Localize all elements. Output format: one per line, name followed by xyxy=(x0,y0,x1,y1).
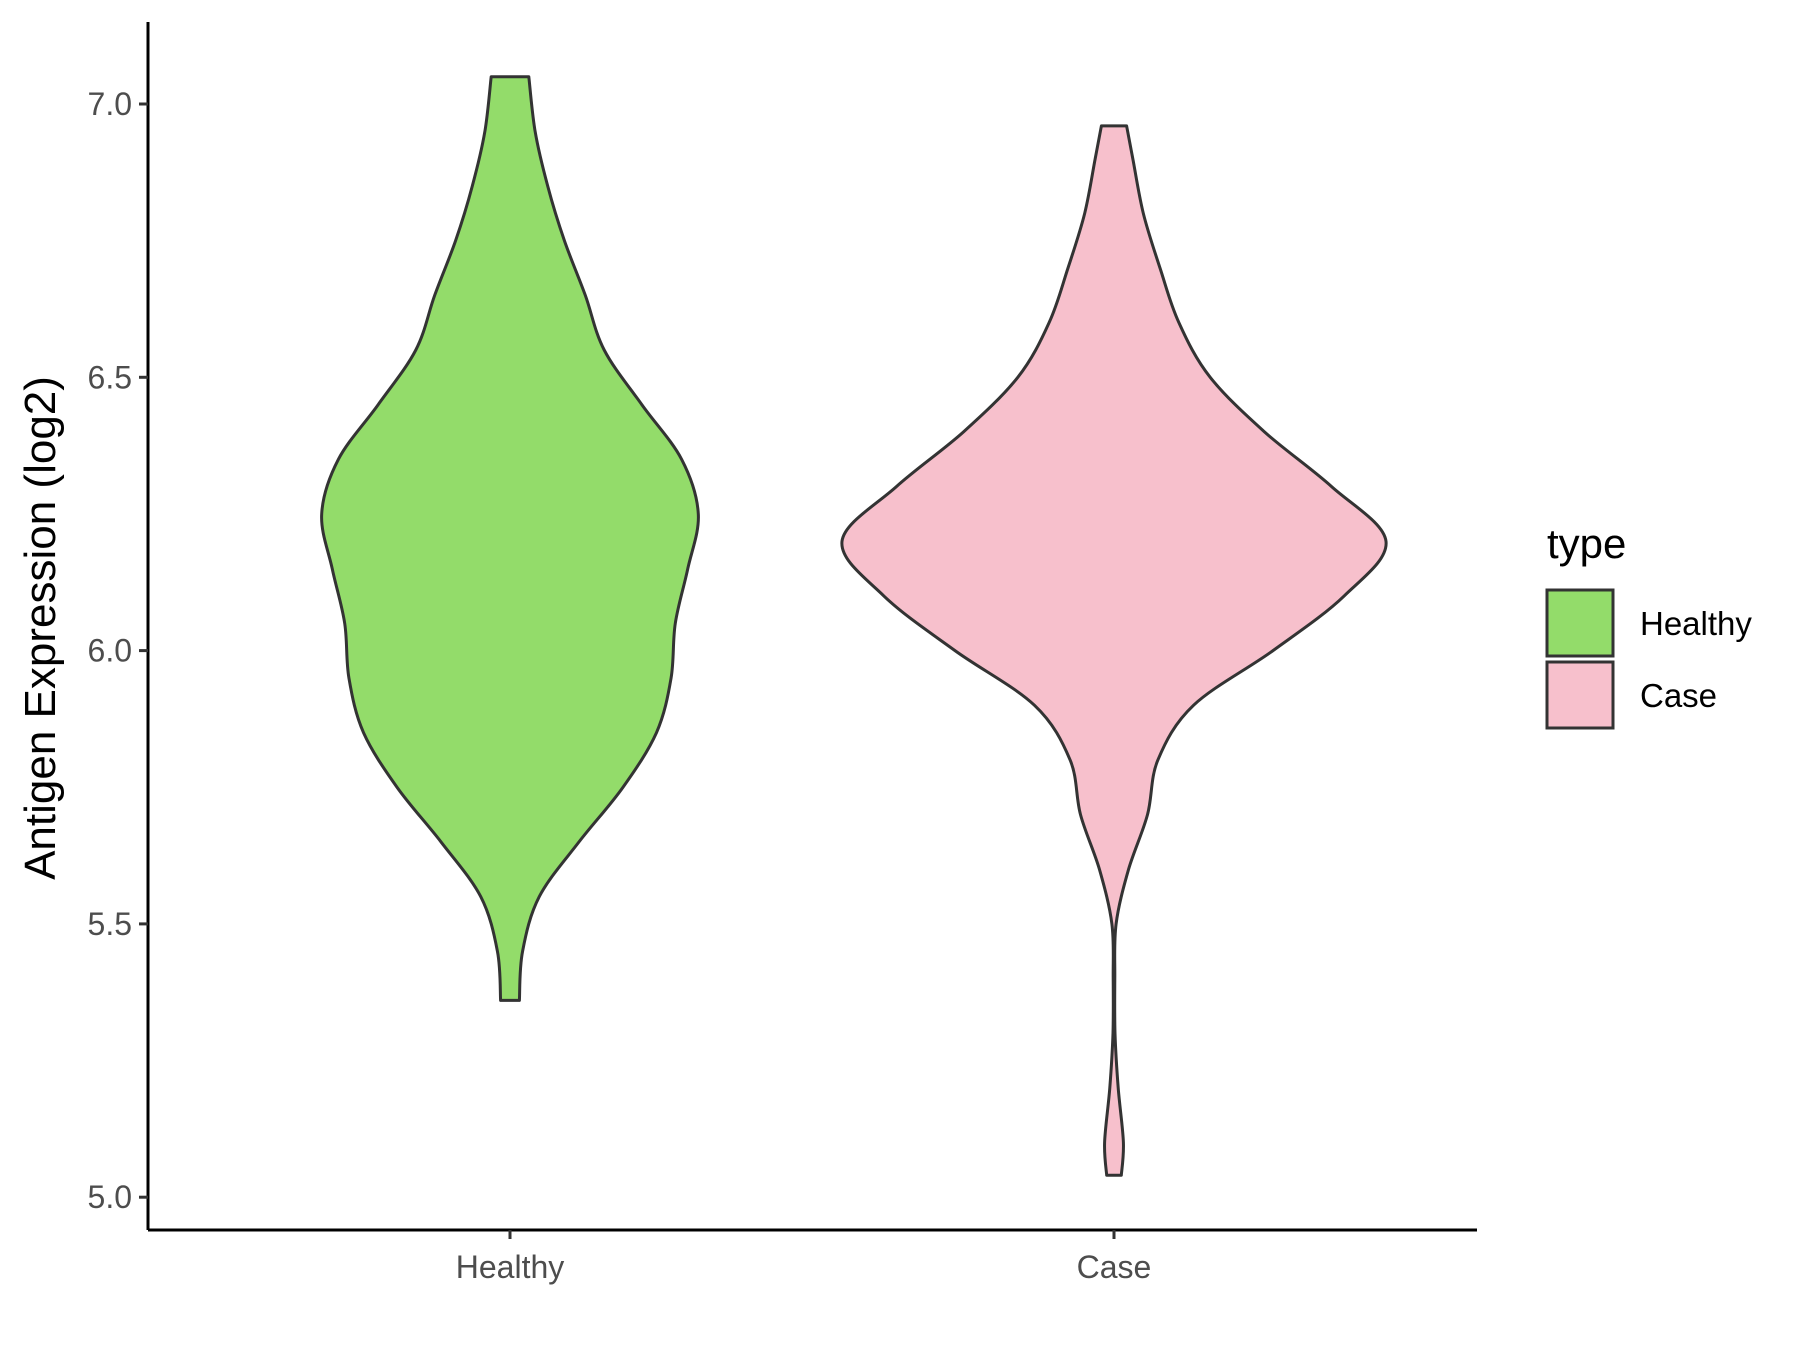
y-tick-label: 6.5 xyxy=(88,359,132,395)
violin-layer xyxy=(320,75,1388,1177)
legend-label-case: Case xyxy=(1640,677,1717,714)
violin-healthy xyxy=(320,75,700,1002)
legend: type Healthy Case xyxy=(1545,520,1752,730)
y-axis-title: Antigen Expression (log2) xyxy=(16,376,65,880)
legend-key-healthy xyxy=(1545,588,1615,658)
y-tick-label: 6.0 xyxy=(88,633,132,669)
x-tick-label-case: Case xyxy=(1077,1249,1152,1285)
violin-case xyxy=(840,124,1388,1177)
y-tick-label: 5.5 xyxy=(88,906,132,942)
legend-key-case xyxy=(1545,660,1615,730)
legend-title: type xyxy=(1547,520,1626,567)
legend-label-healthy: Healthy xyxy=(1640,605,1752,642)
x-tick-label-healthy: Healthy xyxy=(456,1249,565,1285)
y-tick-label: 5.0 xyxy=(88,1179,132,1215)
y-axis-ticks: 5.0 5.5 6.0 6.5 7.0 xyxy=(88,86,148,1215)
y-tick-label: 7.0 xyxy=(88,86,132,122)
x-axis-ticks: Healthy Case xyxy=(456,1230,1152,1285)
